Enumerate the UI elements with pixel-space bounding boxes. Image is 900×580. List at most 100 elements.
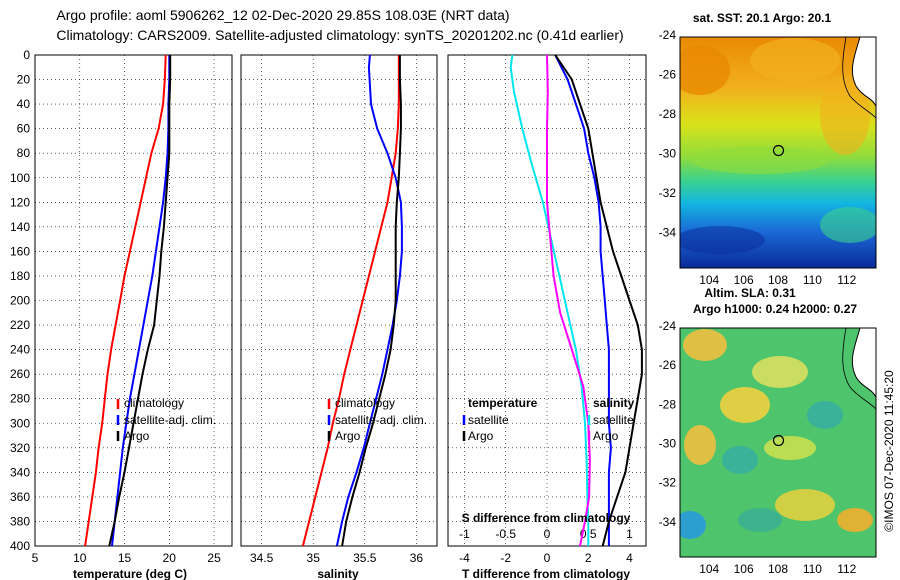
x-tick-label: 10 <box>73 551 87 565</box>
sla-high-patch <box>837 508 873 532</box>
x-tick-label: 20 <box>163 551 177 565</box>
x-tick-label: 4 <box>626 551 633 565</box>
title-line-2: Climatology: CARS2009. Satellite-adjuste… <box>56 27 623 43</box>
temperature-grid <box>34 54 232 547</box>
depth-tick-label: 120 <box>10 195 30 209</box>
s-diff-tick-label: 0 <box>544 527 551 541</box>
x-tick-label: 5 <box>32 551 39 565</box>
sla-low-patch <box>738 508 782 532</box>
series-line-climatology <box>84 54 167 547</box>
longitude-tick-label: 110 <box>803 273 822 287</box>
temperature-xlabel: temperature (deg C) <box>73 567 187 580</box>
longitude-tick-label: 106 <box>734 273 754 287</box>
bathymetry-contour-sst <box>842 37 876 119</box>
depth-tick-label: 280 <box>10 392 30 406</box>
temperature-series <box>84 54 172 547</box>
sla-map-tick-labels: 104 106 108 110 112 -24 -26 -28 -30 -32 -34 <box>659 319 857 576</box>
depth-tick-label: 200 <box>10 294 30 308</box>
sla-high-patch <box>752 356 808 388</box>
sst-green-patch <box>820 207 876 243</box>
depth-tick-label: 20 <box>17 73 31 87</box>
sla-high-patch <box>683 329 727 361</box>
x-tick-label: 36 <box>410 551 424 565</box>
series-line-t-satellite <box>554 54 612 546</box>
latitude-tick-label: -30 <box>659 146 677 160</box>
latitude-tick-label: -24 <box>659 319 677 333</box>
sla-high-patch <box>720 387 770 423</box>
latitude-tick-label: -28 <box>659 107 677 121</box>
legend-salinity-label: salinity <box>593 396 635 410</box>
sla-high-patch <box>684 425 716 465</box>
x-tick-label: 25 <box>207 551 221 565</box>
s-diff-tick-label: -1 <box>459 527 470 541</box>
sla-map-title: Argo h1000: 0.24 h2000: 0.27 <box>693 302 857 316</box>
sst-cold-patch <box>680 226 765 254</box>
s-diff-xlabel: S difference from climatology <box>462 511 631 525</box>
depth-tick-label: 180 <box>10 269 30 283</box>
difference-grid <box>448 54 646 547</box>
sla-map-subtitle: Altim. SLA: 0.31 <box>704 286 796 300</box>
depth-tick-label: 380 <box>10 514 30 528</box>
sst-map-field <box>680 37 876 268</box>
longitude-tick-label: 110 <box>803 562 822 576</box>
argo-location-marker-sla <box>772 434 785 447</box>
depth-tick-label: 220 <box>10 318 30 332</box>
depth-tick-label: 160 <box>10 244 30 258</box>
salinity-tick-labels: 34.5 35 35.5 36 <box>250 551 423 565</box>
sst-map-frame <box>679 36 877 269</box>
sla-low-patch <box>722 446 758 474</box>
legend-t-argo-label: Argo <box>468 429 494 443</box>
latitude-tick-label: -32 <box>659 476 677 490</box>
copyright-label: ©IMOS 07-Dec-2020 11:45:20 <box>882 370 896 532</box>
latitude-tick-label: -24 <box>659 28 677 42</box>
sla-low-patch <box>680 511 706 539</box>
legend-temperature-label: temperature <box>468 396 538 410</box>
x-tick-label: 15 <box>118 551 132 565</box>
latitude-tick-label: -34 <box>659 225 677 239</box>
longitude-tick-label: 112 <box>837 562 856 576</box>
x-tick-label: 2 <box>585 551 592 565</box>
salinity-profile-panel: 34.5 35 35.5 36 salinity climatology satell… <box>240 54 438 580</box>
temperature-axes-frame <box>34 54 233 547</box>
legend-t-satellite-label: satellite <box>468 413 509 427</box>
depth-tick-label: 260 <box>10 367 30 381</box>
sst-map-tick-labels: 104 106 108 110 112 -24 -26 -28 -30 -32 -34 <box>659 28 857 287</box>
difference-panel: -4 -2 0 2 4 -1 -0.5 0 0.5 1 S difference from cl… <box>447 54 647 580</box>
legend-satellite-label: satellite-adj. clim. <box>335 413 427 427</box>
salinity-grid <box>241 54 437 547</box>
sla-map-panel: Altim. SLA: 0.31 Argo h1000: 0.24 h2000:… <box>659 286 877 576</box>
salinity-legend: climatology satellite-adj. clim. Argo <box>327 396 427 443</box>
series-line-argo <box>108 55 172 547</box>
latitude-tick-label: -32 <box>659 186 677 200</box>
legend-s-argo-label: Argo <box>593 429 619 443</box>
sla-map-frame <box>679 327 877 558</box>
difference-legend-right: salinity satellite Argo <box>587 396 635 443</box>
t-diff-tick-labels: -4 -2 0 2 4 <box>459 551 633 565</box>
difference-legend-left: temperature satellite Argo <box>462 396 538 443</box>
bathymetry-contour-sla <box>842 328 876 410</box>
longitude-tick-label: 106 <box>734 562 754 576</box>
depth-tick-label: 340 <box>10 465 30 479</box>
temperature-profile-panel: 0 20 40 60 80 100 120 140 160 180 200 220 240 260 280 3… <box>10 48 233 580</box>
series-line-satellite-adj-clim <box>111 55 171 547</box>
longitude-tick-label: 104 <box>699 562 719 576</box>
x-tick-label: 35.5 <box>353 551 377 565</box>
depth-tick-label: 140 <box>10 220 30 234</box>
sst-warm-patch <box>680 45 730 95</box>
depth-tick-labels: 0 20 40 60 80 100 120 140 160 180 200 220 240 260 280 3… <box>10 48 30 553</box>
sst-warm-patch <box>750 38 840 82</box>
series-line-satellite-adj-clim <box>335 54 403 547</box>
series-line-climatology <box>301 55 400 547</box>
series-line-s-argo <box>546 54 591 547</box>
legend-argo-label: Argo <box>124 429 150 443</box>
legend-climatology-label: climatology <box>335 396 395 410</box>
legend-satellite-label: satellite-adj. clim. <box>124 413 216 427</box>
sla-high-patch <box>775 489 835 521</box>
depth-tick-label: 240 <box>10 343 30 357</box>
argo-location-marker-sst <box>772 144 785 157</box>
x-tick-label: -4 <box>459 551 470 565</box>
sst-green-band <box>690 146 830 174</box>
sst-map-title: sat. SST: 20.1 Argo: 20.1 <box>693 11 832 25</box>
sst-map-panel: sat. SST: 20.1 Argo: 20.1 104 106 108 110 11… <box>659 11 877 287</box>
